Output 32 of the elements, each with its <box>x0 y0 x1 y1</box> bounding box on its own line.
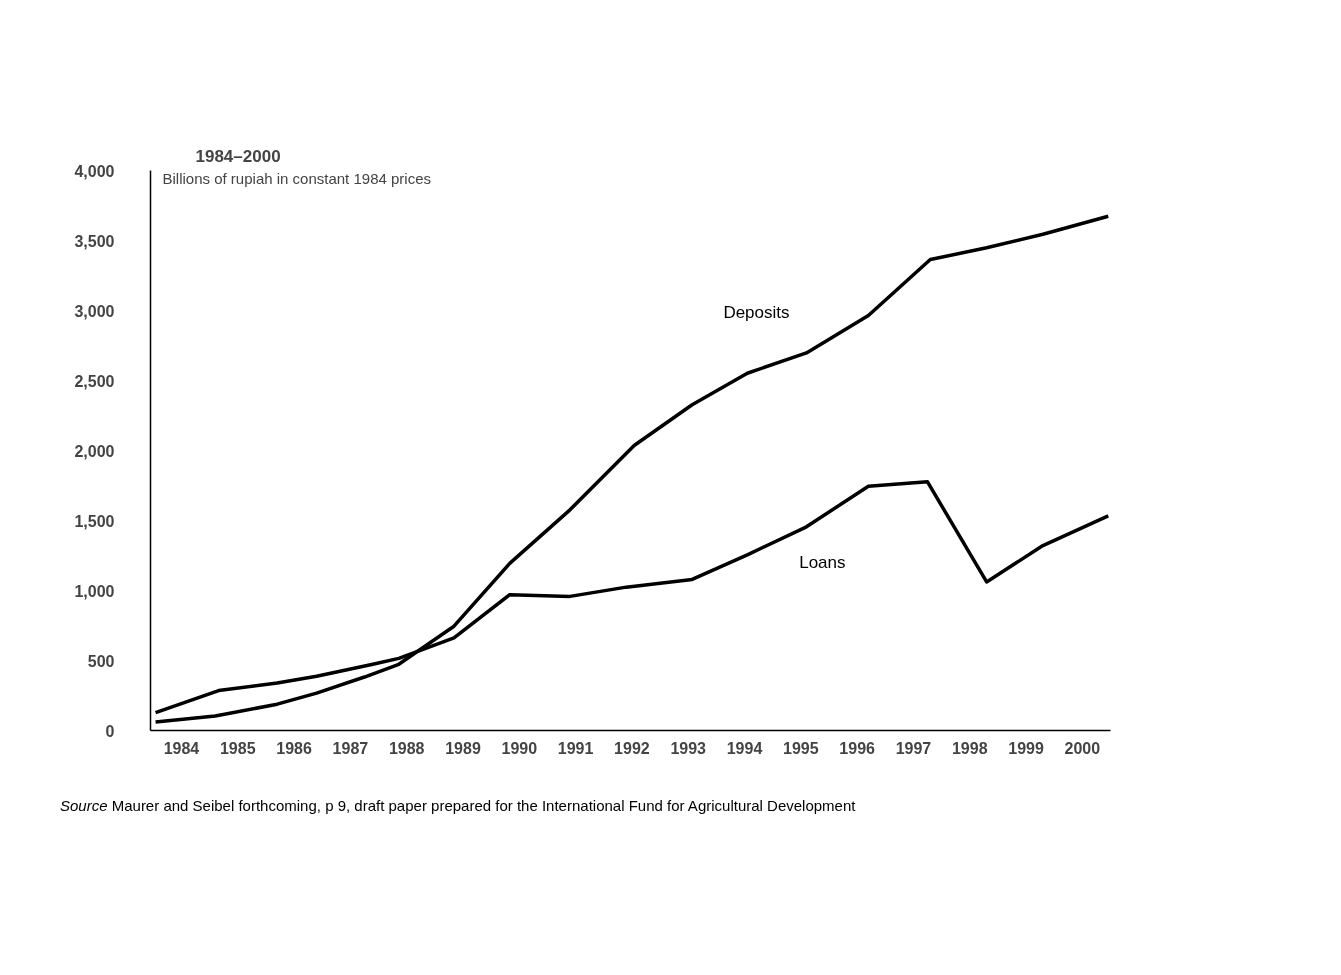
series-label: Loans <box>799 553 846 573</box>
x-tick-label: 1984 <box>163 739 200 757</box>
y-tick-label: 2,000 <box>74 442 115 460</box>
y-tick-label: 0 <box>105 722 115 740</box>
x-tick-label: 1989 <box>445 739 481 757</box>
source-note: Source Maurer and Seibel forthcoming, p 9, draft paper prepared for the International Fund for Agricultural Development <box>60 796 856 816</box>
text: Deposits <box>723 303 790 323</box>
x-tick-label: 1986 <box>276 739 312 757</box>
chart-title: 1984–2000 <box>195 146 281 166</box>
x-tick-label: 1993 <box>670 739 707 757</box>
x-tick-label: 1987 <box>332 739 369 757</box>
line-series <box>153 214 1110 724</box>
x-tick-label: 2000 <box>1064 739 1101 757</box>
x-tick-label: 1997 <box>895 739 932 757</box>
x-tick-label: 1988 <box>388 739 425 757</box>
y-tick-label: 3,000 <box>74 302 115 320</box>
y-tick-label: 3,500 <box>74 232 115 250</box>
x-tick-label: 1990 <box>501 739 538 757</box>
y-tick-label: 1,500 <box>74 512 115 530</box>
x-tick-label: 1994 <box>726 739 763 757</box>
x-tick-label: 1998 <box>951 739 988 757</box>
y-tick-label: 1,000 <box>74 582 115 600</box>
x-tick-label: 1985 <box>219 739 256 757</box>
y-tick-label: 2,500 <box>74 372 115 390</box>
x-tick-label: 1991 <box>557 739 594 757</box>
x-tick-label: 1995 <box>783 739 819 757</box>
y-tick-label: 500 <box>87 652 115 670</box>
x-tick-label: 1992 <box>614 739 650 757</box>
x-tick-label: 1999 <box>1008 739 1044 757</box>
y-tick-label: 4,000 <box>74 162 115 180</box>
x-tick-label: 1996 <box>839 739 876 757</box>
y-axis-title: Billions of rupiah in constant 1984 prices <box>162 170 431 187</box>
